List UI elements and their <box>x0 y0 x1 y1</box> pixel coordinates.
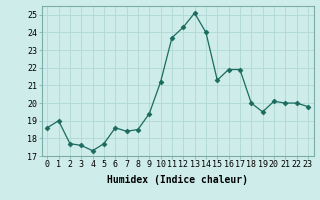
X-axis label: Humidex (Indice chaleur): Humidex (Indice chaleur) <box>107 175 248 185</box>
